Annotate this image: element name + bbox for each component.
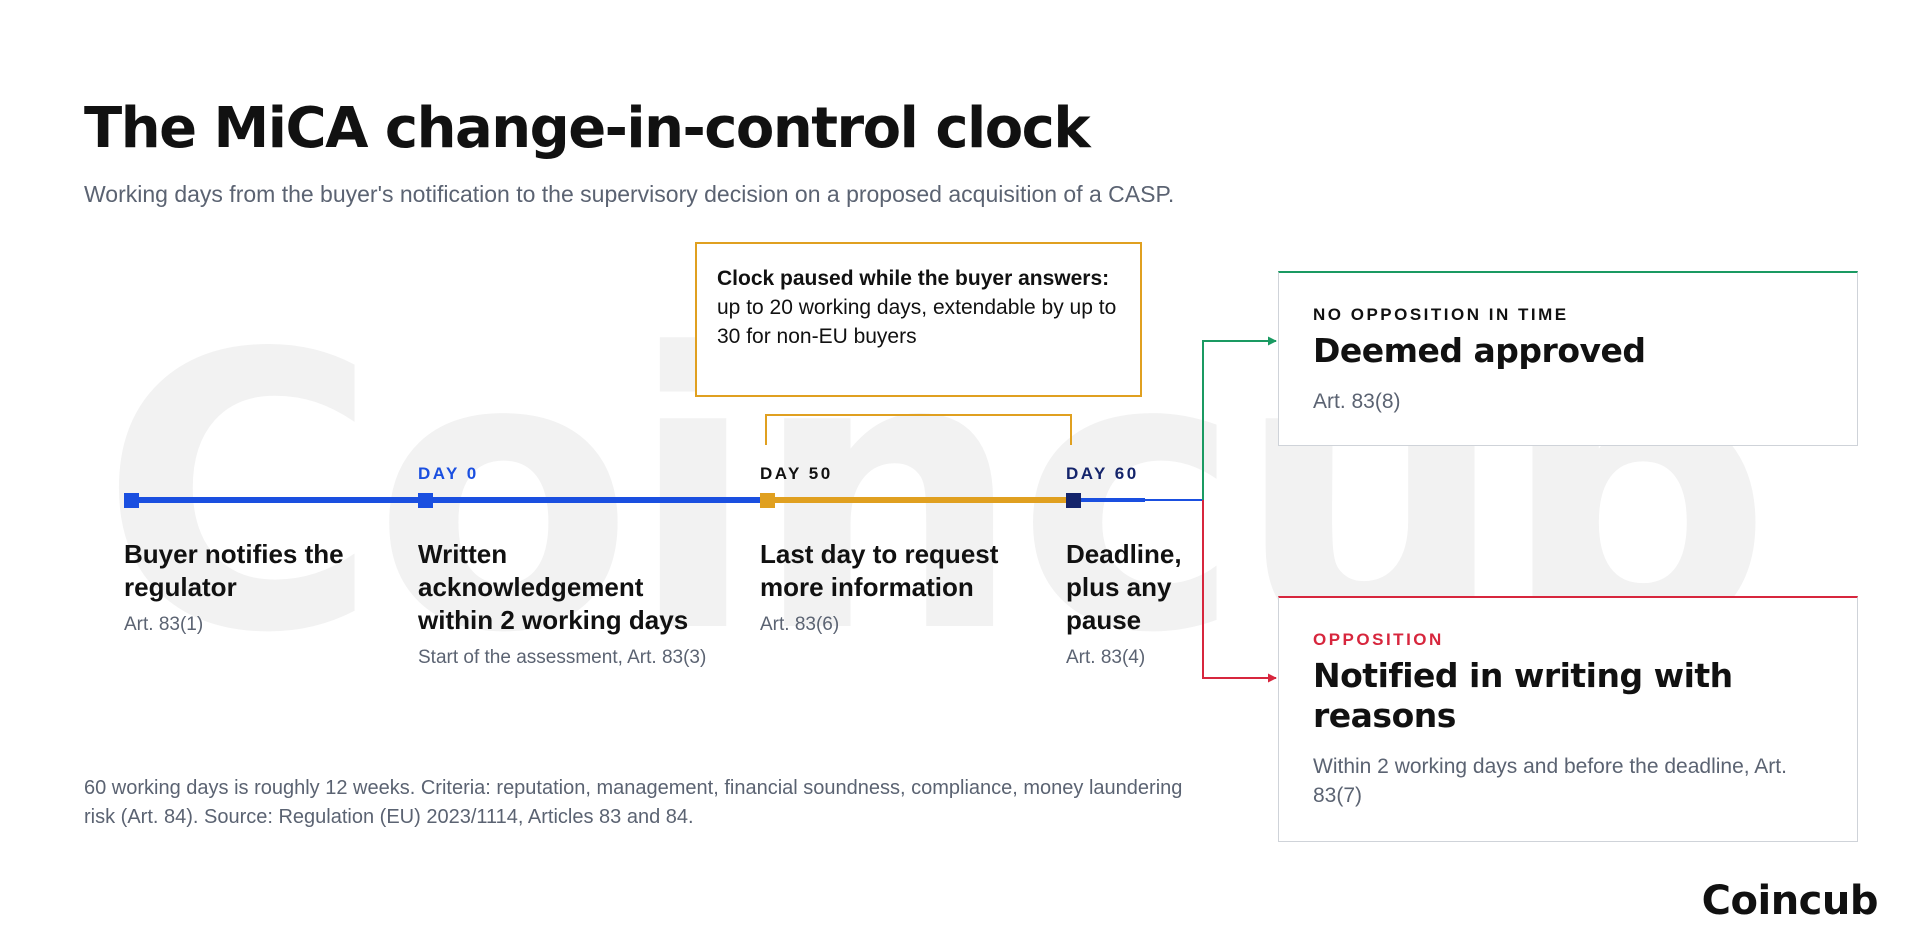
branch-approved-arrow (1202, 336, 1277, 500)
step-note: Start of the assessment, Art. 83(3) (418, 647, 707, 668)
step-deadline: Deadline, plus any pause Art. 83(4) (1066, 538, 1196, 671)
day-label-0: DAY 0 (418, 464, 479, 483)
brand-logo: Coincub (1701, 878, 1879, 924)
step-note: Art. 83(4) (1066, 647, 1146, 668)
step-request-info: Last day to request more information Art… (760, 538, 1040, 638)
branch-opposition-arrow (1202, 500, 1277, 683)
marker-day-0 (418, 493, 433, 508)
pause-callout-bold: Clock paused while the buyer answers: (717, 267, 1110, 290)
pause-bracket (765, 414, 1072, 445)
step-note: Art. 83(1) (124, 614, 204, 635)
step-title: Written acknowledgement within 2 working… (418, 539, 689, 635)
outcome-eyebrow: NO OPPOSITION IN TIME (1313, 305, 1569, 324)
step-note: Art. 83(6) (760, 614, 840, 635)
page-subtitle: Working days from the buyer's notificati… (84, 181, 1175, 207)
footnote: 60 working days is roughly 12 weeks. Cri… (84, 777, 1183, 828)
step-notify: Buyer notifies the regulator Art. 83(1) (124, 538, 394, 638)
outcome-approved-card: NO OPPOSITION IN TIME Deemed approved Ar… (1278, 271, 1858, 446)
outcome-title: Deemed approved (1313, 331, 1646, 370)
pause-callout: Clock paused while the buyer answers: up… (695, 242, 1142, 397)
step-title: Last day to request more information (760, 539, 999, 602)
outcome-opposition-card: OPPOSITION Notified in writing with reas… (1278, 596, 1858, 842)
day-label-50: DAY 50 (760, 464, 833, 483)
page-title: The MiCA change-in-control clock (84, 96, 1091, 161)
marker-notify (124, 493, 139, 508)
step-title: Deadline, plus any pause (1066, 539, 1182, 635)
pause-callout-text: up to 20 working days, extendable by up … (717, 296, 1117, 348)
outcome-eyebrow: OPPOSITION (1313, 630, 1444, 649)
outcome-note: Within 2 working days and before the dea… (1313, 755, 1787, 807)
step-title: Buyer notifies the regulator (124, 539, 344, 602)
step-acknowledgement: Written acknowledgement within 2 working… (418, 538, 708, 671)
outcome-title: Notified in writing with reasons (1313, 656, 1733, 735)
day-label-60: DAY 60 (1066, 464, 1139, 483)
outcome-note: Art. 83(8) (1313, 390, 1401, 413)
marker-day-60 (1066, 493, 1081, 508)
marker-day-50 (760, 493, 775, 508)
